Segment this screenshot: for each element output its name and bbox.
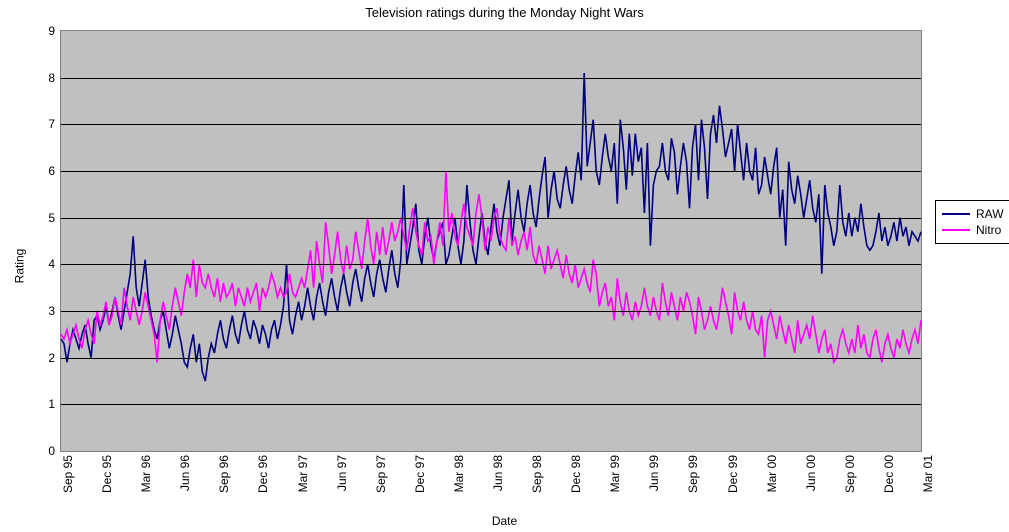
x-tick-label: Jun 00: [804, 455, 818, 491]
legend-item-nitro: Nitro: [942, 223, 1004, 237]
x-tick-label: Sep 96: [217, 455, 231, 493]
chart-container: Television ratings during the Monday Nig…: [0, 0, 1009, 532]
line-layer: [61, 31, 921, 451]
x-tick-label: Jun 98: [491, 455, 505, 491]
y-tick-label: 1: [48, 397, 55, 411]
gridline: [61, 311, 921, 312]
y-tick-label: 4: [48, 257, 55, 271]
gridline: [61, 78, 921, 79]
y-tick-label: 0: [48, 444, 55, 458]
y-tick-label: 9: [48, 24, 55, 38]
y-tick-label: 5: [48, 211, 55, 225]
x-tick-label: Dec 95: [100, 455, 114, 493]
gridline: [61, 404, 921, 405]
x-tick-label: Dec 99: [726, 455, 740, 493]
legend-item-raw: RAW: [942, 207, 1004, 221]
y-axis-label: Rating: [12, 249, 26, 284]
x-tick-label: Dec 96: [256, 455, 270, 493]
x-axis-label: Date: [0, 514, 1009, 528]
legend: RAW Nitro: [935, 200, 1009, 244]
y-tick-label: 8: [48, 71, 55, 85]
gridline: [61, 171, 921, 172]
x-tick-label: Sep 98: [530, 455, 544, 493]
y-tick-label: 2: [48, 351, 55, 365]
x-tick-label: Sep 97: [374, 455, 388, 493]
chart-title: Television ratings during the Monday Nig…: [0, 5, 1009, 20]
series-raw: [61, 73, 921, 381]
y-tick-label: 7: [48, 117, 55, 131]
plot-area: 0123456789Sep 95Dec 95Mar 96Jun 96Sep 96…: [60, 30, 922, 452]
x-tick-label: Mar 99: [608, 455, 622, 492]
legend-label: RAW: [976, 207, 1004, 221]
x-tick-label: Jun 99: [647, 455, 661, 491]
x-tick-label: Jun 97: [335, 455, 349, 491]
gridline: [61, 358, 921, 359]
y-tick-label: 6: [48, 164, 55, 178]
x-tick-label: Dec 97: [413, 455, 427, 493]
x-tick-label: Sep 99: [686, 455, 700, 493]
legend-swatch: [942, 213, 970, 215]
x-tick-label: Dec 00: [882, 455, 896, 493]
x-tick-label: Mar 97: [296, 455, 310, 492]
legend-label: Nitro: [976, 223, 1001, 237]
x-tick-label: Mar 01: [921, 455, 935, 492]
x-tick-label: Sep 95: [61, 455, 75, 493]
legend-swatch: [942, 229, 970, 231]
x-tick-label: Sep 00: [843, 455, 857, 493]
gridline: [61, 124, 921, 125]
series-nitro: [61, 171, 921, 362]
x-tick-label: Mar 96: [139, 455, 153, 492]
x-tick-label: Mar 98: [452, 455, 466, 492]
x-tick-label: Dec 98: [569, 455, 583, 493]
x-tick-label: Mar 00: [765, 455, 779, 492]
gridline: [61, 264, 921, 265]
x-tick-label: Jun 96: [178, 455, 192, 491]
y-tick-label: 3: [48, 304, 55, 318]
gridline: [61, 218, 921, 219]
